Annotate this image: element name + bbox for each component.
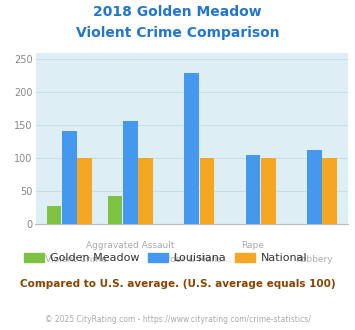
Bar bbox=[200, 158, 214, 224]
Bar bbox=[184, 73, 199, 224]
Text: Murder & Mans...: Murder & Mans... bbox=[153, 255, 230, 264]
Bar bbox=[322, 158, 337, 224]
Bar bbox=[123, 121, 138, 224]
Bar bbox=[77, 158, 92, 224]
Bar bbox=[307, 150, 322, 224]
Text: © 2025 CityRating.com - https://www.cityrating.com/crime-statistics/: © 2025 CityRating.com - https://www.city… bbox=[45, 315, 310, 324]
Text: Robbery: Robbery bbox=[295, 255, 333, 264]
Bar bbox=[246, 155, 260, 224]
Text: Aggravated Assault: Aggravated Assault bbox=[86, 241, 175, 250]
Bar bbox=[62, 131, 77, 224]
Text: All Violent Crime: All Violent Crime bbox=[31, 255, 107, 264]
Bar bbox=[47, 206, 61, 224]
Text: Rape: Rape bbox=[241, 241, 264, 250]
Bar bbox=[138, 158, 153, 224]
Bar bbox=[261, 158, 275, 224]
Text: Violent Crime Comparison: Violent Crime Comparison bbox=[76, 26, 279, 40]
Text: Compared to U.S. average. (U.S. average equals 100): Compared to U.S. average. (U.S. average … bbox=[20, 279, 335, 289]
Bar bbox=[108, 196, 122, 224]
Legend: Golden Meadow, Louisiana, National: Golden Meadow, Louisiana, National bbox=[20, 248, 312, 268]
Text: 2018 Golden Meadow: 2018 Golden Meadow bbox=[93, 5, 262, 19]
